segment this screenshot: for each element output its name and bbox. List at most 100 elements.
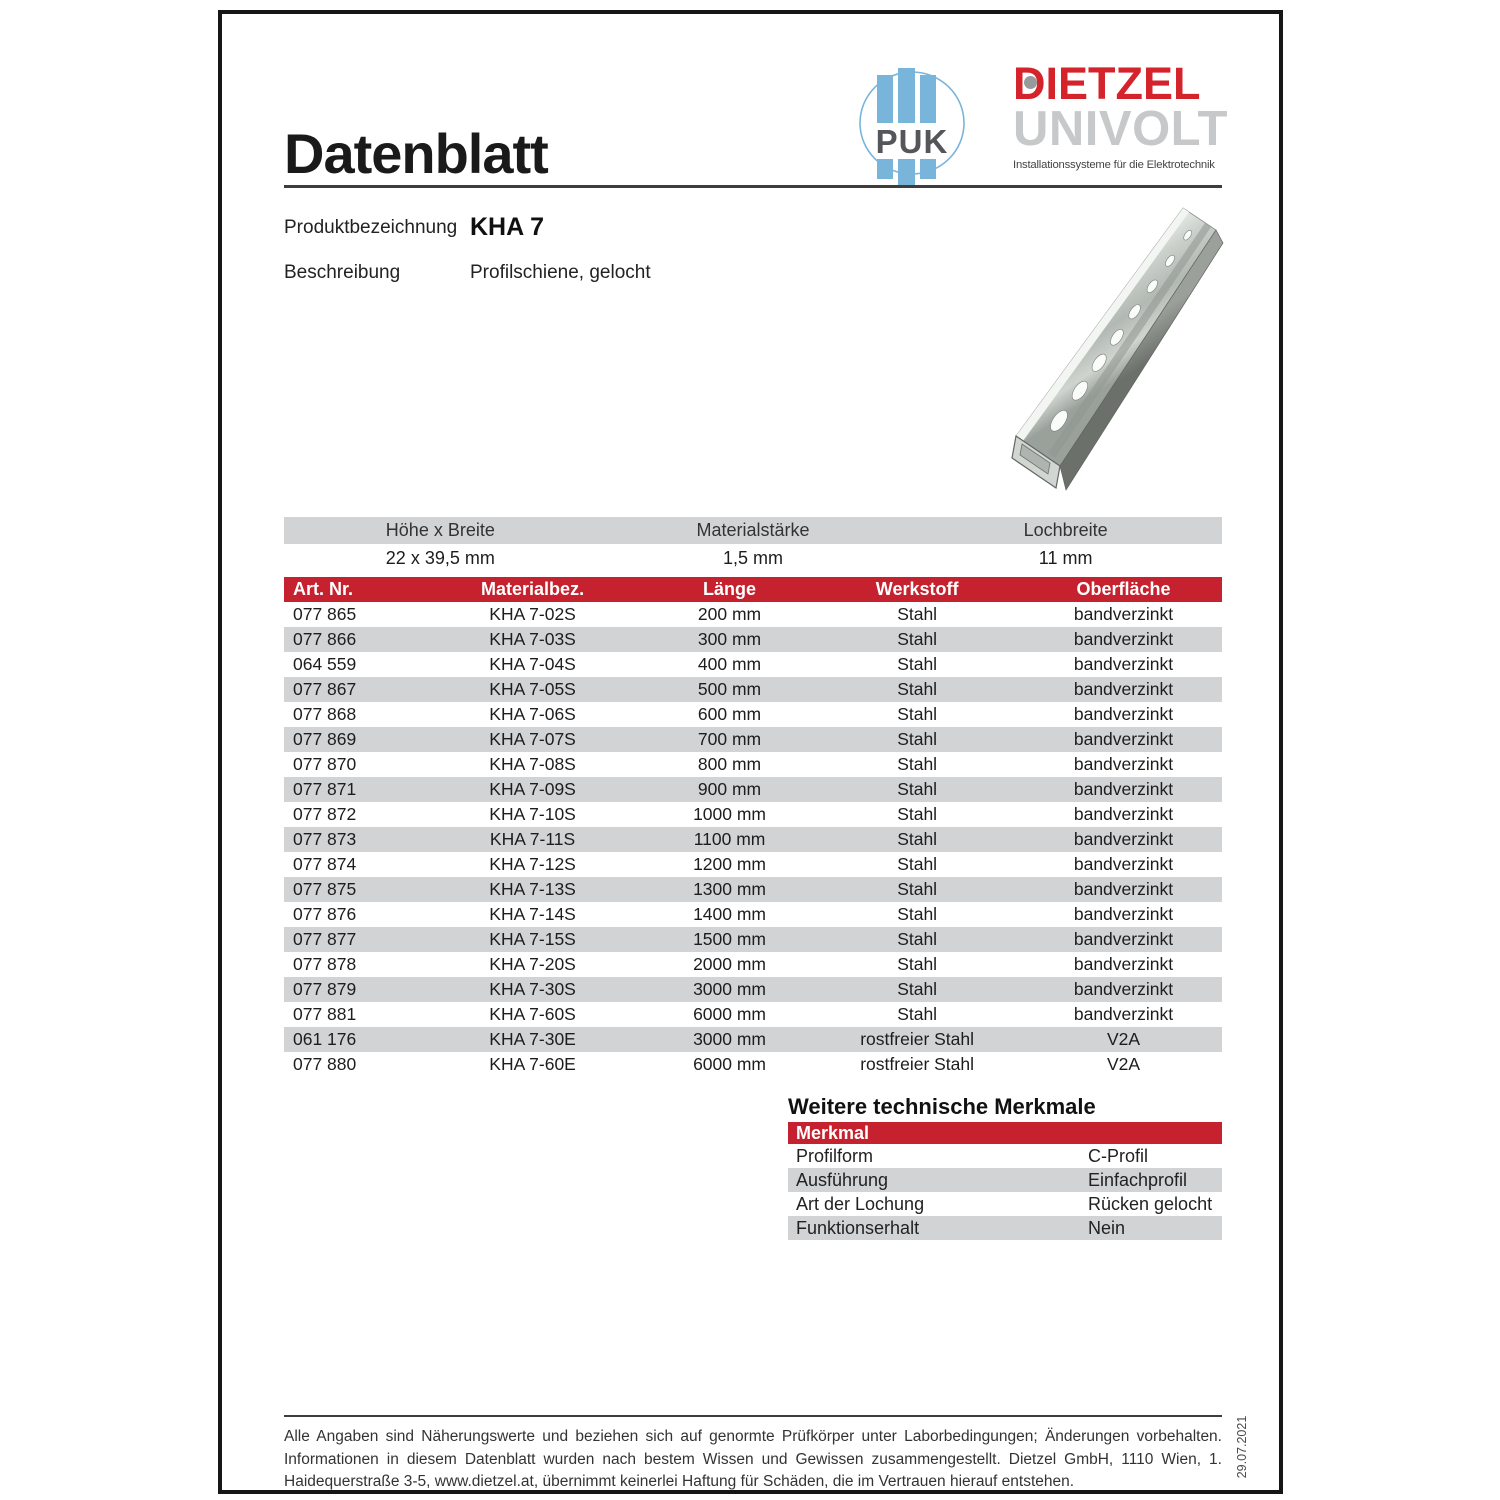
merkmale-row: Funktionserhalt Nein	[788, 1216, 1222, 1240]
merkmale-body: Profilform C-Profil Ausführung Einfachpr…	[788, 1144, 1222, 1240]
cell-oberflaeche: bandverzinkt	[1073, 904, 1174, 924]
svg-text:PUK: PUK	[876, 123, 949, 160]
cell-laenge: 600 mm	[697, 704, 762, 724]
cell-werkstoff: Stahl	[897, 779, 938, 799]
header-rule	[284, 185, 1222, 188]
cell-werkstoff: Stahl	[897, 929, 938, 949]
cell-materialbez: KHA 7-03S	[489, 629, 576, 649]
cell-oberflaeche: V2A	[1106, 1029, 1141, 1049]
cell-materialbez: KHA 7-20S	[489, 954, 576, 974]
datasheet-page: Datenblatt PUK DIETZEL UNIVOLT Installat…	[218, 10, 1283, 1494]
cell-materialbez: KHA 7-14S	[489, 904, 576, 924]
cell-artnr: 077 866	[293, 629, 357, 649]
product-description-value: Profilschiene, gelocht	[470, 262, 651, 283]
cell-oberflaeche: bandverzinkt	[1073, 754, 1174, 774]
cell-werkstoff: rostfreier Stahl	[860, 1029, 975, 1049]
cell-artnr: 077 873	[293, 829, 357, 849]
cell-materialbez: KHA 7-05S	[489, 679, 576, 699]
cell-materialbez: KHA 7-08S	[489, 754, 576, 774]
cell-laenge: 3000 mm	[693, 1029, 767, 1049]
cell-laenge: 1000 mm	[693, 804, 767, 824]
cell-artnr: 077 872	[293, 804, 357, 824]
cell-werkstoff: Stahl	[897, 954, 938, 974]
table-row: 077 881 KHA 7-60S 6000 mm Stahl bandverz…	[284, 1002, 1222, 1027]
cell-werkstoff: Stahl	[897, 854, 938, 874]
merkmal-value: Rücken gelocht	[1088, 1194, 1213, 1214]
col-header-materialbez: Materialbez.	[481, 579, 585, 599]
brand-logo: DIETZEL UNIVOLT Installationssysteme für…	[1013, 61, 1235, 171]
dimension-header-cell: Materialstärke	[696, 520, 810, 540]
dimension-header-cell: Lochbreite	[1023, 520, 1108, 540]
brand-d-dot-icon	[1024, 76, 1037, 89]
cell-oberflaeche: bandverzinkt	[1073, 604, 1174, 624]
cell-laenge: 2000 mm	[693, 954, 767, 974]
table-row: 077 866 KHA 7-03S 300 mm Stahl bandverzi…	[284, 627, 1222, 652]
cell-oberflaeche: bandverzinkt	[1073, 679, 1174, 699]
product-table-header: Art. Nr. Materialbez. Länge Werkstoff Ob…	[284, 577, 1222, 602]
cell-oberflaeche: bandverzinkt	[1073, 729, 1174, 749]
cell-laenge: 400 mm	[697, 654, 762, 674]
table-row: 077 868 KHA 7-06S 600 mm Stahl bandverzi…	[284, 702, 1222, 727]
cell-artnr: 064 559	[293, 654, 357, 674]
cell-artnr: 061 176	[293, 1029, 357, 1049]
cell-artnr: 077 865	[293, 604, 357, 624]
dimensions-value-row: 22 x 39,5 mm 1,5 mm 11 mm	[284, 544, 1222, 571]
cell-artnr: 077 868	[293, 704, 357, 724]
cell-materialbez: KHA 7-09S	[489, 779, 576, 799]
merkmale-row: Profilform C-Profil	[788, 1144, 1222, 1168]
cell-werkstoff: Stahl	[897, 1004, 938, 1024]
cell-oberflaeche: bandverzinkt	[1073, 854, 1174, 874]
col-header-werkstoff: Werkstoff	[875, 579, 959, 599]
cell-artnr: 077 880	[293, 1054, 357, 1074]
cell-materialbez: KHA 7-15S	[489, 929, 576, 949]
cell-laenge: 300 mm	[697, 629, 762, 649]
cell-werkstoff: Stahl	[897, 654, 938, 674]
table-row: 077 872 KHA 7-10S 1000 mm Stahl bandverz…	[284, 802, 1222, 827]
table-row: 077 875 KHA 7-13S 1300 mm Stahl bandverz…	[284, 877, 1222, 902]
cell-oberflaeche: bandverzinkt	[1073, 654, 1174, 674]
cell-artnr: 077 875	[293, 879, 357, 899]
cell-oberflaeche: bandverzinkt	[1073, 879, 1174, 899]
table-row: 077 879 KHA 7-30S 3000 mm Stahl bandverz…	[284, 977, 1222, 1002]
brand-tagline: Installationssysteme für die Elektrotech…	[1013, 158, 1235, 171]
page-title: Datenblatt	[284, 122, 549, 185]
cell-werkstoff: Stahl	[897, 604, 938, 624]
puk-logo: PUK	[858, 66, 968, 186]
table-row: 077 880 KHA 7-60E 6000 mm rostfreier Sta…	[284, 1052, 1222, 1077]
cell-oberflaeche: bandverzinkt	[1073, 779, 1174, 799]
merkmale-row: Art der Lochung Rücken gelocht	[788, 1192, 1222, 1216]
cell-werkstoff: rostfreier Stahl	[860, 1054, 975, 1074]
merkmal-label: Art der Lochung	[796, 1194, 925, 1214]
cell-materialbez: KHA 7-11S	[489, 829, 576, 849]
table-row: 077 870 KHA 7-08S 800 mm Stahl bandverzi…	[284, 752, 1222, 777]
brand-dietzel-text: DIETZEL	[1013, 58, 1201, 109]
merkmale-header: Merkmal	[788, 1122, 1222, 1144]
table-row: 064 559 KHA 7-04S 400 mm Stahl bandverzi…	[284, 652, 1222, 677]
cell-laenge: 800 mm	[697, 754, 762, 774]
cell-materialbez: KHA 7-06S	[489, 704, 576, 724]
cell-oberflaeche: bandverzinkt	[1073, 829, 1174, 849]
cell-materialbez: KHA 7-30S	[489, 979, 576, 999]
dimension-value-cell: 22 x 39,5 mm	[385, 548, 495, 568]
cell-laenge: 6000 mm	[693, 1004, 767, 1024]
product-description-label: Beschreibung	[284, 262, 401, 283]
product-photo	[1000, 198, 1240, 498]
cell-laenge: 1200 mm	[693, 854, 767, 874]
brand-univolt: UNIVOLT	[1013, 102, 1228, 156]
table-row: 077 877 KHA 7-15S 1500 mm Stahl bandverz…	[284, 927, 1222, 952]
cell-artnr: 077 867	[293, 679, 357, 699]
cell-werkstoff: Stahl	[897, 979, 938, 999]
merkmal-label: Ausführung	[796, 1170, 889, 1190]
merkmale-table: Merkmal Profilform C-Profil Ausführung E…	[788, 1122, 1222, 1240]
cell-laenge: 3000 mm	[693, 979, 767, 999]
col-header-artnr: Art. Nr.	[293, 579, 354, 599]
cell-materialbez: KHA 7-04S	[489, 654, 576, 674]
col-header-oberflaeche: Oberfläche	[1076, 579, 1171, 599]
cell-artnr: 077 876	[293, 904, 357, 924]
footer-rule	[284, 1415, 1222, 1417]
cell-laenge: 6000 mm	[693, 1054, 767, 1074]
cell-oberflaeche: bandverzinkt	[1073, 929, 1174, 949]
cell-artnr: 077 871	[293, 779, 357, 799]
dimensions-header-row: Höhe x Breite Materialstärke Lochbreite	[284, 517, 1222, 544]
cell-oberflaeche: bandverzinkt	[1073, 704, 1174, 724]
